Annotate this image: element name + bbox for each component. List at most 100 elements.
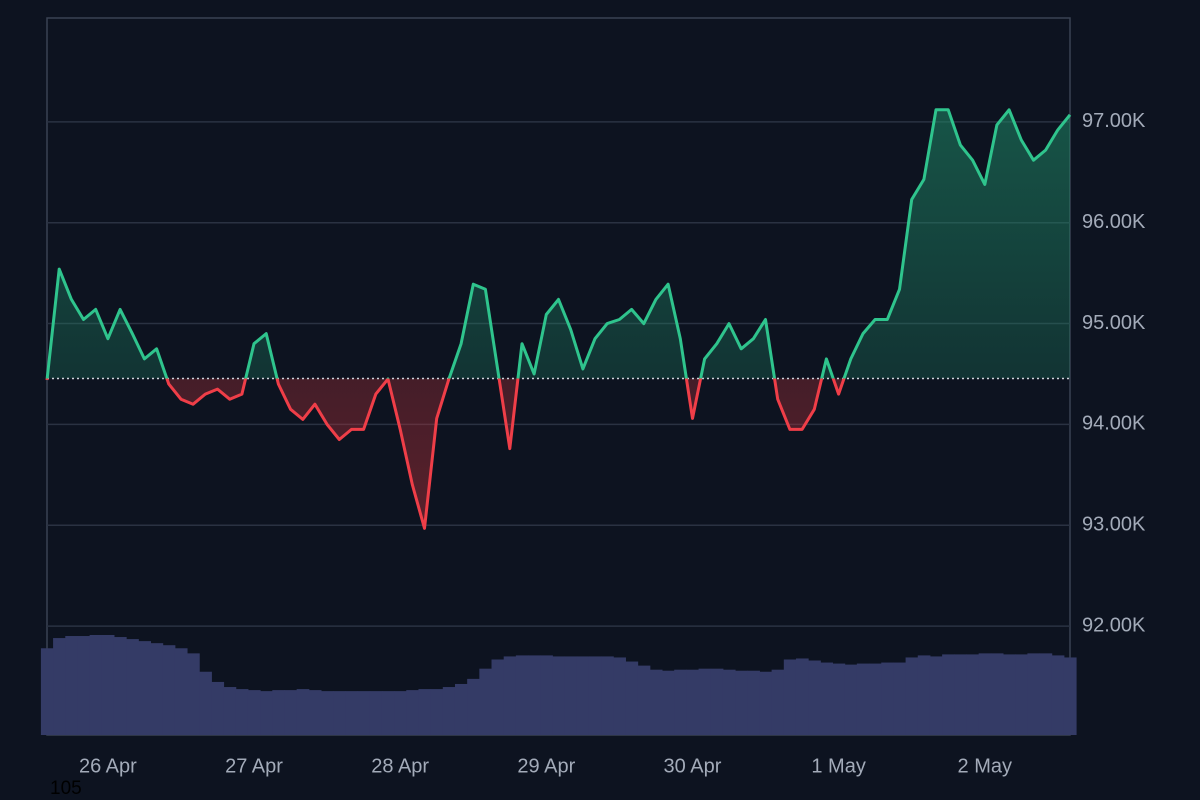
- price-line-down: [45, 378, 846, 530]
- volume-bar: [308, 690, 322, 735]
- volume-bar: [540, 655, 553, 735]
- x-tick-label: 26 Apr: [79, 755, 137, 777]
- volume-bar: [65, 636, 78, 735]
- volume-bar: [588, 656, 602, 735]
- volume-bar: [223, 687, 237, 735]
- volume-bar: [491, 659, 505, 735]
- volume-bar: [576, 656, 590, 735]
- volume-bar: [686, 669, 700, 735]
- volume-bar: [1051, 655, 1065, 735]
- volume-bar: [1027, 653, 1041, 735]
- x-tick-label: 1 May: [811, 755, 865, 777]
- price-line-up: [45, 108, 1072, 379]
- volume-bar: [601, 656, 614, 735]
- volume-bar: [564, 656, 578, 735]
- volume-bar: [942, 654, 955, 735]
- volume-bar: [199, 671, 212, 735]
- volume-bar: [613, 657, 626, 735]
- volume-bar: [418, 689, 432, 735]
- volume-bar: [321, 691, 334, 735]
- volume-bar: [552, 656, 566, 735]
- volume-bar: [759, 671, 773, 735]
- x-tick-label: 30 Apr: [664, 755, 722, 777]
- volume-bar: [369, 691, 383, 735]
- y-tick-label: 94.00K: [1082, 413, 1146, 435]
- volume-bar: [722, 669, 736, 735]
- volume-bar: [394, 691, 407, 735]
- volume-bar: [710, 668, 724, 735]
- volume-bar: [284, 690, 298, 735]
- volume-bar: [1063, 657, 1077, 735]
- volume-bar: [869, 663, 882, 735]
- volume-bar: [905, 657, 919, 735]
- volume-bar: [625, 661, 639, 735]
- volume-bar: [674, 669, 687, 735]
- x-tick-label: 29 Apr: [517, 755, 575, 777]
- volume-bar: [662, 670, 675, 735]
- volume-bar: [966, 654, 980, 735]
- volume-bar: [528, 655, 541, 735]
- y-tick-label: 96.00K: [1082, 211, 1146, 233]
- volume-bar: [77, 636, 91, 735]
- volume-bar: [954, 654, 967, 735]
- volume-bar: [735, 670, 748, 735]
- x-tick-label: 2 May: [958, 755, 1012, 777]
- volume-bar: [515, 655, 529, 735]
- volume-bar: [187, 653, 200, 735]
- volume-bar: [113, 637, 127, 735]
- volume-bar: [1003, 654, 1016, 735]
- volume-bar: [747, 670, 760, 735]
- volume-bar: [150, 643, 164, 735]
- volume-bar: [89, 635, 103, 735]
- volume-bar: [917, 655, 931, 735]
- volume-bar: [53, 638, 66, 735]
- volume-bar: [820, 662, 834, 735]
- volume-bar: [211, 681, 225, 735]
- volume-bar: [296, 689, 310, 735]
- volume-bar: [649, 669, 663, 735]
- volume-bar: [162, 645, 176, 735]
- volume-bar: [381, 691, 395, 735]
- volume-bar: [637, 665, 651, 735]
- volume-bar: [442, 687, 456, 735]
- volume-bar: [856, 663, 870, 735]
- volume-bar: [698, 668, 712, 735]
- volume-bar: [247, 690, 261, 735]
- volume-bar: [893, 662, 907, 735]
- volume-bar: [832, 663, 846, 735]
- area-down: [47, 378, 1070, 529]
- y-tick-label: 95.00K: [1082, 312, 1146, 334]
- volume-bar: [345, 691, 359, 735]
- volume-bar: [929, 656, 943, 735]
- footer-text: 105: [50, 778, 82, 799]
- volume-bar: [126, 639, 139, 735]
- volume-bar: [260, 691, 273, 735]
- volume-bar: [138, 641, 152, 735]
- volume-bar: [235, 689, 249, 735]
- volume-bar: [503, 656, 517, 735]
- volume-bar: [430, 689, 444, 735]
- volume-bar: [101, 635, 115, 735]
- y-tick-label: 97.00K: [1082, 110, 1146, 132]
- volume-bar: [272, 690, 285, 735]
- volume-bar: [1015, 654, 1028, 735]
- volume-bar: [844, 664, 858, 735]
- y-tick-label: 93.00K: [1082, 514, 1146, 536]
- volume-bar: [174, 648, 188, 735]
- volume-bar: [771, 669, 785, 735]
- x-tick-label: 28 Apr: [371, 755, 429, 777]
- volume-bar: [454, 683, 468, 735]
- volume-bar: [357, 691, 371, 735]
- volume-bar: [990, 653, 1004, 735]
- area-up: [47, 109, 1070, 379]
- y-tick-label: 92.00K: [1082, 614, 1146, 636]
- volume-bar: [1039, 653, 1053, 735]
- volume-bar: [795, 658, 809, 735]
- volume-bar: [40, 648, 54, 735]
- volume-bar: [881, 662, 894, 735]
- volume-bar: [467, 678, 480, 735]
- x-tick-label: 27 Apr: [225, 755, 283, 777]
